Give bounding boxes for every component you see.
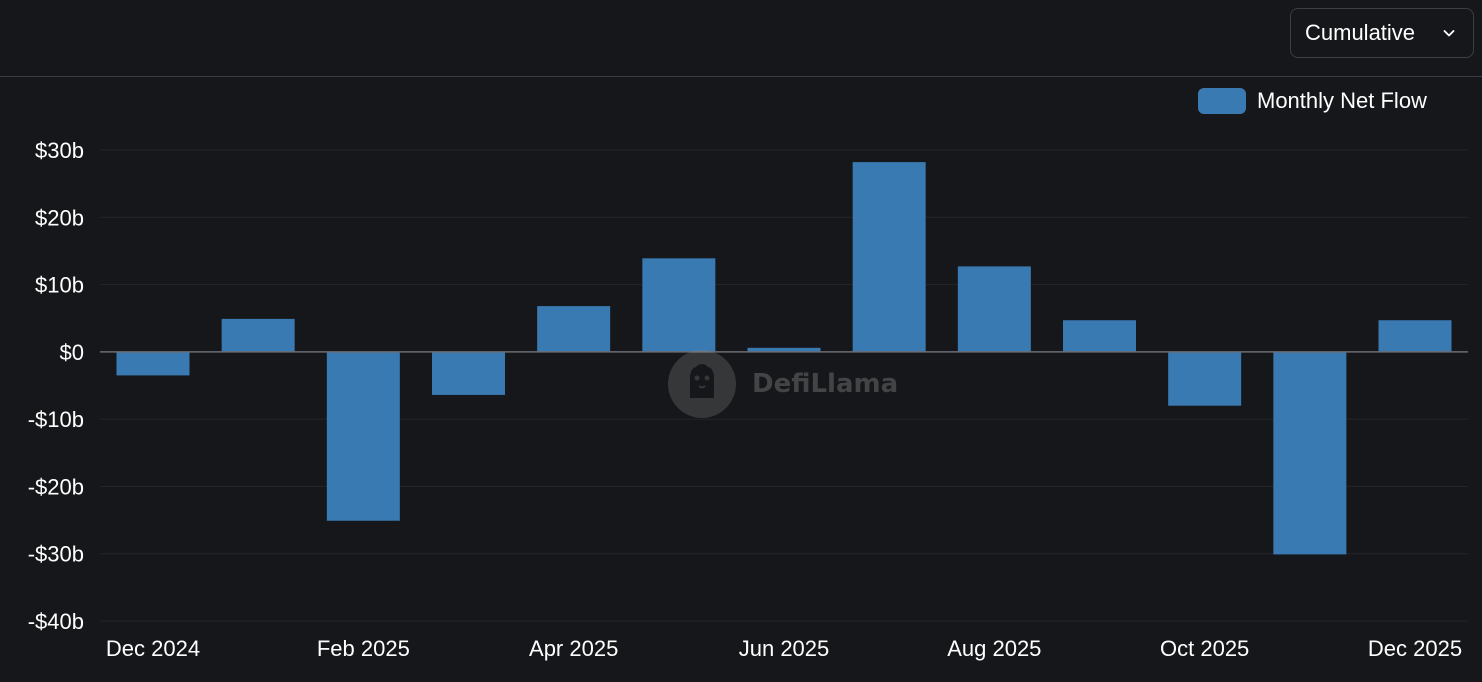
- x-tick-label: Apr 2025: [529, 636, 618, 661]
- chart-legend[interactable]: Monthly Net Flow: [1198, 88, 1427, 114]
- bar-jan-2025[interactable]: [221, 318, 295, 352]
- y-tick-label: $20b: [35, 205, 84, 230]
- legend-label: Monthly Net Flow: [1257, 88, 1427, 113]
- watermark-text: DefiLlama: [752, 369, 899, 399]
- y-tick-label: -$20b: [28, 474, 84, 499]
- bar-aug-2025[interactable]: [957, 266, 1031, 352]
- y-tick-label: $0: [60, 340, 84, 365]
- y-tick-label: -$10b: [28, 407, 84, 432]
- bar-sep-2025[interactable]: [1063, 320, 1136, 352]
- bar-jul-2025[interactable]: [852, 162, 926, 352]
- chevron-down-icon: [1443, 30, 1455, 37]
- bar-may-2025[interactable]: [642, 258, 716, 352]
- chart-toolbar: Cumulative: [0, 0, 1482, 77]
- x-tick-label: Dec 2025: [1368, 636, 1462, 661]
- bar-mar-2025[interactable]: [432, 351, 505, 395]
- defillama-logo-icon: [668, 350, 736, 418]
- x-tick-label: Dec 2024: [106, 636, 200, 661]
- bar-feb-2025[interactable]: [326, 351, 400, 521]
- defillama-watermark: DefiLlama: [666, 348, 898, 420]
- bar-oct-2025[interactable]: [1168, 351, 1242, 406]
- bar-dec-2024[interactable]: [116, 351, 190, 376]
- view-mode-label: Cumulative: [1305, 20, 1416, 45]
- y-tick-label: $10b: [35, 273, 84, 298]
- x-tick-label: Aug 2025: [947, 636, 1041, 661]
- legend-swatch: [1198, 88, 1246, 114]
- bar-jun-2025[interactable]: [747, 347, 821, 352]
- x-axis: Dec 2024 Feb 2025 Apr 2025 Jun 2025 Aug 2025…: [106, 636, 1462, 661]
- y-tick-label: -$40b: [28, 609, 84, 634]
- bar-dec-2025[interactable]: [1378, 320, 1452, 352]
- view-mode-dropdown[interactable]: Cumulative: [1290, 8, 1474, 58]
- bar-nov-2025[interactable]: [1273, 351, 1347, 555]
- bar-apr-2025[interactable]: [537, 306, 611, 352]
- x-tick-label: Feb 2025: [317, 636, 410, 661]
- y-tick-label: $30b: [35, 138, 84, 163]
- y-tick-label: -$30b: [28, 542, 84, 567]
- y-axis: $30b $20b $10b $0 -$10b -$20b -$30b -$40b: [28, 138, 84, 634]
- bars: [116, 162, 1452, 555]
- x-tick-label: Jun 2025: [739, 636, 830, 661]
- x-tick-label: Oct 2025: [1160, 636, 1249, 661]
